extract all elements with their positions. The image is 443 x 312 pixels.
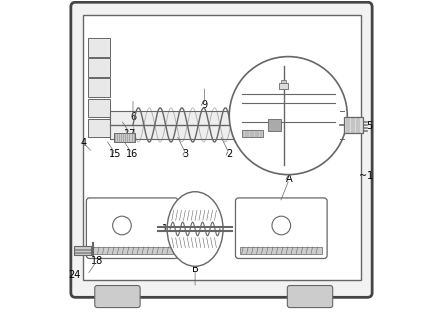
FancyBboxPatch shape xyxy=(236,198,327,259)
Bar xyxy=(88,78,110,97)
Text: B: B xyxy=(192,264,198,274)
Text: 2: 2 xyxy=(226,149,233,158)
Text: 3: 3 xyxy=(183,149,189,158)
Ellipse shape xyxy=(167,192,223,266)
Bar xyxy=(88,38,110,56)
Text: 24: 24 xyxy=(68,270,80,280)
Text: 16: 16 xyxy=(126,149,138,158)
Text: 5: 5 xyxy=(366,121,372,131)
Text: 9: 9 xyxy=(202,100,207,110)
Text: 4: 4 xyxy=(80,138,86,148)
Text: 6: 6 xyxy=(130,112,136,122)
Bar xyxy=(281,80,287,83)
Bar xyxy=(240,247,323,254)
Circle shape xyxy=(113,216,131,235)
Bar xyxy=(88,119,110,137)
Bar xyxy=(88,99,110,117)
Text: A: A xyxy=(286,174,292,184)
Bar xyxy=(74,246,91,256)
Text: 15: 15 xyxy=(109,149,121,158)
Bar xyxy=(88,58,110,77)
Text: 17: 17 xyxy=(124,129,136,139)
Text: ~1: ~1 xyxy=(359,171,373,181)
Bar xyxy=(344,117,363,133)
Circle shape xyxy=(272,216,291,235)
Bar xyxy=(83,15,361,280)
FancyBboxPatch shape xyxy=(86,198,178,259)
FancyBboxPatch shape xyxy=(95,285,140,308)
FancyBboxPatch shape xyxy=(71,2,372,297)
Bar xyxy=(268,119,280,131)
Bar xyxy=(110,111,339,139)
Text: 19: 19 xyxy=(162,224,174,234)
Bar xyxy=(242,129,264,137)
FancyBboxPatch shape xyxy=(288,285,333,308)
Text: 18: 18 xyxy=(90,256,103,266)
Circle shape xyxy=(229,56,347,175)
Bar xyxy=(279,83,288,89)
Bar xyxy=(91,247,173,254)
Bar xyxy=(264,133,284,142)
Bar xyxy=(114,133,135,142)
